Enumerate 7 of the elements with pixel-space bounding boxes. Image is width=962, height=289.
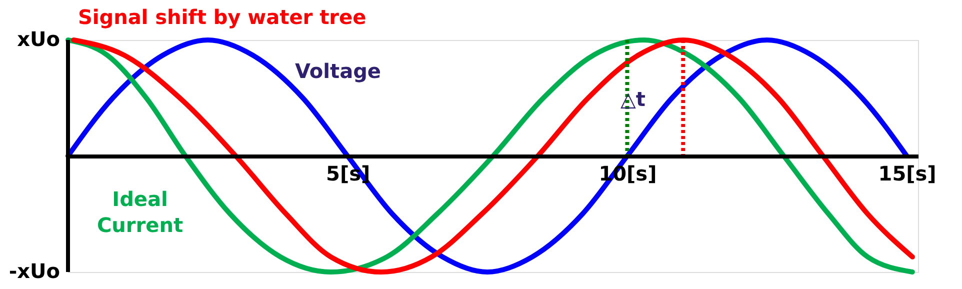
text: xUo: [17, 27, 60, 51]
text: -xUo: [8, 259, 60, 283]
x-tick-label: 15[s]: [878, 162, 936, 186]
text: Signal shift by water tree: [78, 5, 366, 29]
series-label: Ideal Current: [96, 187, 184, 237]
series-label: Voltage: [295, 59, 381, 83]
annotation: △t: [620, 87, 646, 111]
